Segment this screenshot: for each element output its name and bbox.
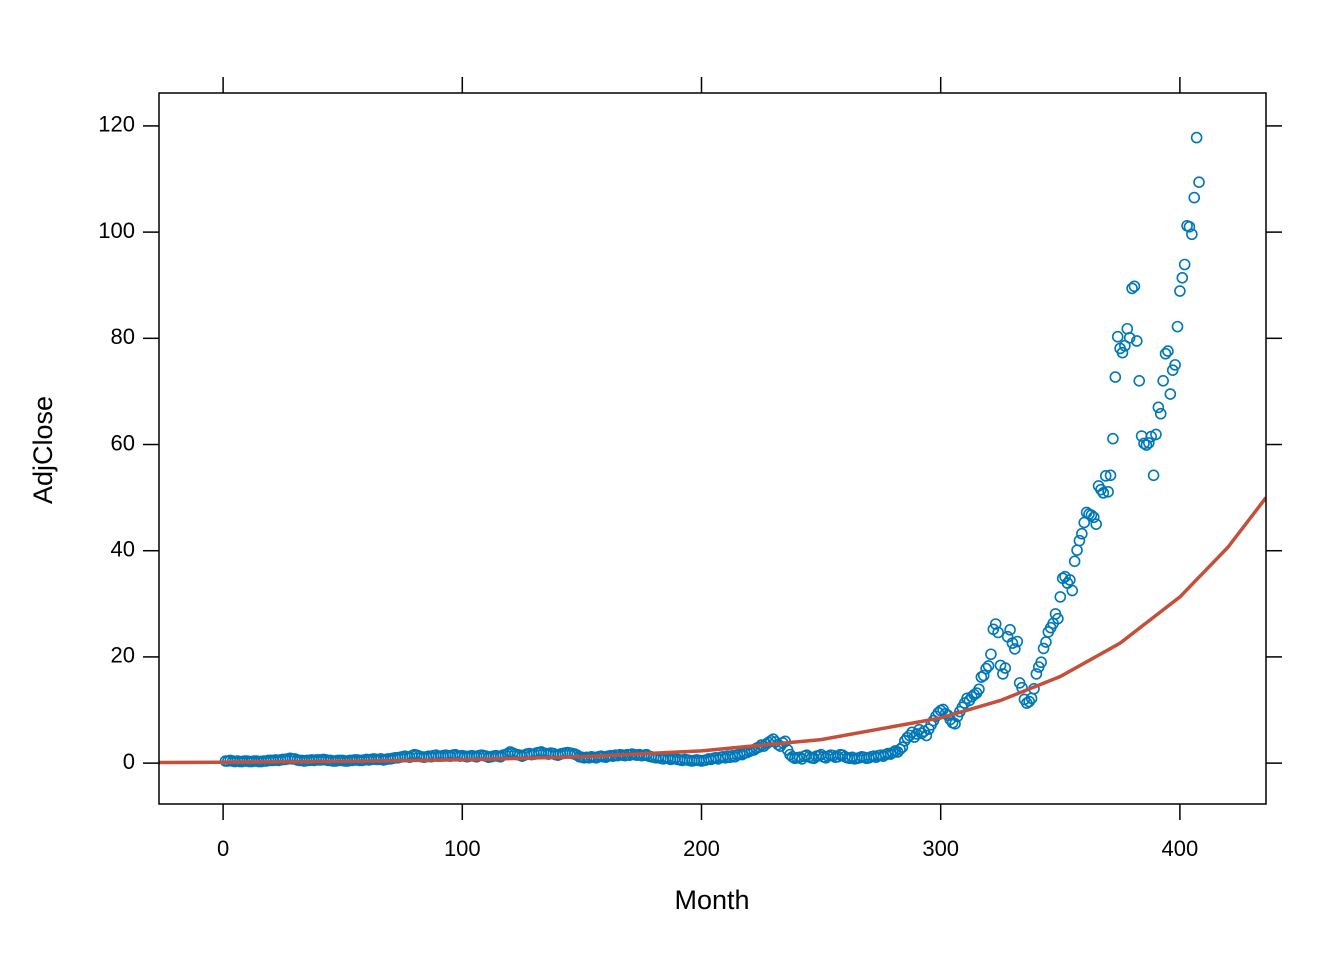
x-tick-label: 200	[683, 836, 720, 861]
point	[894, 743, 906, 756]
point	[903, 729, 916, 742]
point	[1035, 656, 1047, 669]
point	[997, 668, 1009, 680]
point	[1164, 388, 1177, 400]
x-tick-label: 300	[922, 836, 959, 861]
point	[975, 671, 988, 683]
fit-line	[159, 496, 1266, 765]
point	[1157, 374, 1169, 387]
point	[1104, 469, 1117, 482]
point	[949, 718, 961, 730]
point	[980, 662, 992, 675]
y-tick-label: 60	[111, 430, 135, 455]
point	[1107, 432, 1119, 445]
point	[1152, 401, 1165, 414]
point	[1162, 345, 1174, 357]
point	[992, 626, 1004, 639]
plot-frame	[158, 92, 1267, 805]
x-axis-title: Month	[674, 885, 749, 915]
point	[999, 662, 1012, 674]
point	[1030, 668, 1043, 680]
point	[985, 648, 997, 661]
point	[1128, 280, 1141, 293]
point	[1004, 624, 1016, 636]
point	[1006, 637, 1019, 649]
point	[1126, 282, 1138, 295]
point	[1154, 407, 1167, 420]
y-tick-label: 80	[111, 324, 135, 349]
point	[1095, 483, 1107, 496]
point	[887, 746, 899, 759]
y-tick-label: 0	[123, 749, 135, 774]
point	[1159, 347, 1172, 360]
point	[1166, 364, 1179, 376]
point	[1178, 258, 1191, 271]
point	[1116, 346, 1129, 359]
point	[1099, 470, 1112, 482]
point	[1140, 439, 1153, 451]
x-tick-label: 100	[444, 836, 481, 861]
point	[1064, 574, 1076, 586]
y-tick-label: 40	[111, 537, 135, 562]
plot-area	[159, 131, 1266, 768]
point	[1131, 335, 1143, 347]
y-tick-label: 20	[111, 643, 135, 668]
point	[1176, 271, 1189, 284]
x-tick-label: 400	[1162, 836, 1199, 861]
point	[1052, 612, 1064, 625]
point	[1190, 131, 1203, 144]
point	[1123, 331, 1136, 344]
point	[1142, 437, 1155, 449]
y-axis-title: AdjClose	[28, 396, 58, 504]
point	[1171, 320, 1184, 333]
point	[982, 660, 995, 672]
point	[1193, 176, 1205, 189]
point	[1068, 555, 1081, 568]
point	[1147, 469, 1160, 482]
point	[1011, 635, 1024, 648]
point	[1133, 374, 1146, 387]
point	[1102, 485, 1114, 498]
point	[1109, 371, 1122, 383]
point	[1169, 359, 1181, 371]
point	[1066, 584, 1079, 597]
point	[896, 741, 909, 753]
point	[1076, 527, 1088, 540]
point	[1073, 534, 1086, 547]
point	[1009, 643, 1021, 655]
point	[1090, 518, 1102, 530]
point	[1054, 591, 1067, 603]
point	[1174, 285, 1186, 297]
x-tick-label: 0	[217, 836, 229, 861]
point	[1186, 228, 1198, 241]
point	[1150, 428, 1162, 441]
point	[1023, 695, 1035, 708]
y-tick-label: 120	[98, 112, 135, 137]
y-tick-label: 100	[98, 218, 135, 243]
point	[977, 669, 990, 682]
point	[1111, 330, 1124, 343]
point	[1097, 487, 1110, 499]
point	[1183, 221, 1196, 233]
point	[1037, 642, 1050, 655]
point	[973, 683, 985, 696]
point	[920, 729, 933, 742]
point	[1085, 509, 1098, 521]
point	[1188, 191, 1201, 204]
point	[1087, 511, 1100, 524]
point	[1138, 437, 1150, 450]
